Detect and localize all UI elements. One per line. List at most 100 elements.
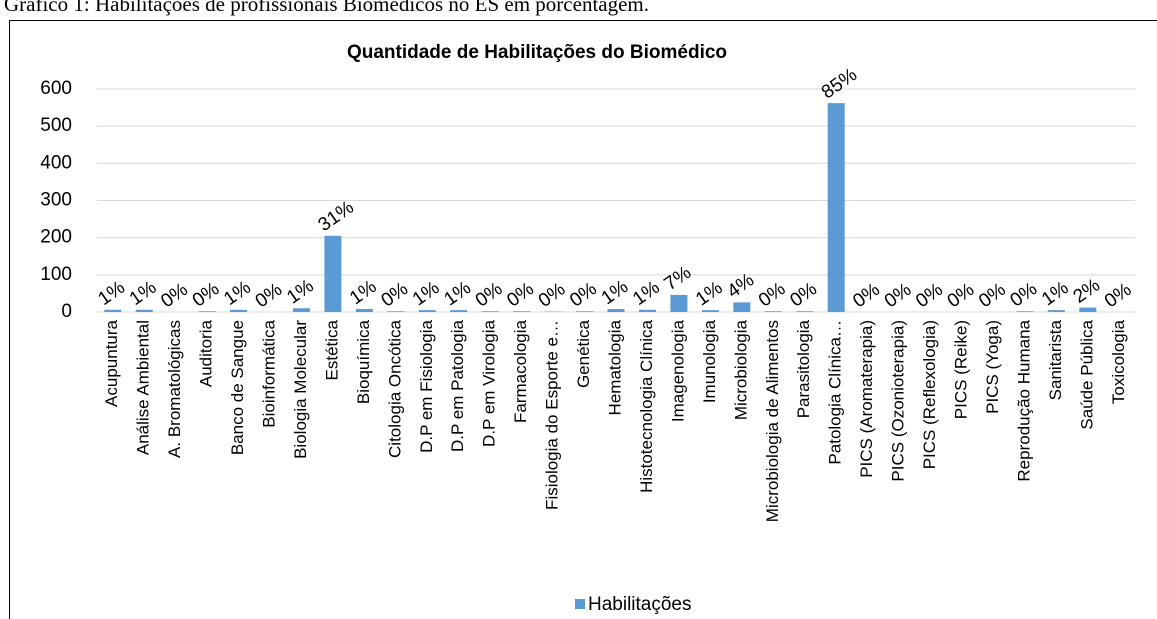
x-tick-label: Patologia Clínica…: [826, 320, 845, 465]
x-tick-label: Microbiologia: [731, 319, 750, 420]
x-tick-label: PICS (Aromaterapia): [857, 320, 876, 478]
x-tick-label: Bioinformática: [259, 319, 278, 427]
bar: [827, 103, 845, 312]
data-label: 0%: [157, 279, 192, 312]
x-tick-label: A. Bromatológicas: [165, 320, 184, 458]
data-label: 0%: [755, 278, 790, 311]
bar: [355, 309, 373, 312]
data-label: 1%: [440, 277, 475, 310]
x-tick-label: D.P em Patologia: [448, 319, 467, 452]
bar: [796, 311, 814, 312]
y-tick-label: 200: [40, 227, 72, 248]
x-tick-label: Histotecnologia Clínica: [637, 319, 656, 492]
x-tick-label: PICS (Reike): [951, 320, 970, 419]
bar: [513, 311, 531, 312]
bar: [450, 310, 468, 312]
x-tick-label: Estética: [322, 319, 341, 380]
data-label: 1%: [598, 276, 633, 309]
bar: [292, 308, 310, 312]
y-tick-label: 0: [61, 301, 72, 322]
legend-swatch: [575, 599, 585, 609]
bar: [324, 235, 342, 312]
data-label: 1%: [409, 277, 444, 310]
legend-label: Habilitações: [588, 594, 692, 615]
bar: [387, 311, 405, 312]
data-label: 0%: [472, 278, 507, 311]
data-label: 0%: [535, 279, 570, 312]
x-tick-label: PICS (Ozonioterapia): [889, 320, 908, 482]
data-label: 7%: [661, 262, 696, 295]
y-tick-label: 100: [40, 264, 72, 285]
data-label: 0%: [944, 279, 979, 312]
x-tick-label: Hematologia: [605, 319, 624, 415]
x-tick-label: PICS (Reflexologia): [920, 320, 939, 469]
bar: [198, 311, 216, 312]
bar: [104, 309, 122, 312]
data-label: 0%: [881, 279, 916, 312]
x-tick-label: Biologia Molecular: [291, 320, 310, 459]
data-label: 0%: [975, 279, 1010, 312]
caption: Gráfico 1: Habilitações de profissionais…: [4, 0, 649, 16]
chart-title: Quantidade de Habilitações do Biomédico: [347, 42, 727, 63]
bar: [607, 309, 625, 312]
data-label: 1%: [1038, 277, 1073, 310]
x-tick-label: Saúde Pública: [1077, 319, 1096, 429]
bar: [638, 309, 656, 312]
bar: [481, 311, 499, 312]
bar: [1079, 307, 1097, 312]
x-tick-label: Citologia Oncótica: [385, 319, 404, 458]
bar: [733, 302, 751, 312]
data-label: 85%: [818, 64, 861, 103]
y-tick-label: 600: [40, 78, 72, 99]
bar: [230, 309, 248, 312]
bar: [670, 294, 688, 312]
bar: [418, 310, 436, 312]
bar: [135, 309, 153, 312]
data-label: 0%: [912, 279, 947, 312]
x-tick-label: D.P em Virologia: [480, 319, 499, 446]
x-tick-label: Bioquímica: [354, 319, 373, 404]
x-tick-label: Microbiologia de Alimentos: [763, 320, 782, 522]
x-tick-label: Imagenologia: [668, 319, 687, 422]
x-tick-label: D.P em Fisiologia: [417, 319, 436, 452]
data-label: 0%: [1101, 279, 1136, 312]
data-label: 0%: [1007, 278, 1042, 311]
y-tick-label: 500: [40, 115, 72, 136]
x-tick-label: Fisiologia do Esporte e…: [543, 320, 562, 510]
data-label: 1%: [346, 276, 381, 309]
x-tick-label: Imunologia: [700, 319, 719, 403]
x-tick-label: Toxicologia: [1109, 319, 1128, 404]
bar: [764, 311, 782, 312]
x-tick-label: Auditoria: [197, 319, 216, 387]
x-tick-label: Genética: [574, 319, 593, 388]
data-label: 1%: [220, 277, 255, 310]
data-label: 1%: [629, 277, 664, 310]
bar: [1016, 311, 1034, 312]
data-label: 0%: [189, 278, 224, 311]
data-label: 0%: [566, 278, 601, 311]
data-label: 0%: [378, 278, 413, 311]
bar: [701, 310, 719, 312]
data-label: 1%: [283, 275, 318, 308]
data-label: 0%: [503, 278, 538, 311]
x-tick-label: Banco de Sangue: [228, 320, 247, 455]
bar: [1047, 310, 1065, 312]
data-label: 1%: [126, 277, 161, 310]
data-label: 0%: [252, 279, 287, 312]
data-label: 2%: [1070, 275, 1105, 308]
data-label: 1%: [692, 277, 727, 310]
bar: [576, 311, 594, 312]
data-label: 1%: [94, 277, 129, 310]
x-tick-label: Reprodução Humana: [1014, 319, 1033, 481]
x-tick-label: Farmacologia: [511, 319, 530, 423]
x-tick-label: PICS (Yoga): [983, 320, 1002, 414]
y-tick-label: 300: [40, 190, 72, 211]
data-label: 0%: [786, 278, 821, 311]
data-label: 0%: [849, 279, 884, 312]
x-tick-label: Parasitologia: [794, 319, 813, 418]
chart-frame: [9, 20, 1157, 619]
data-label: 31%: [315, 197, 358, 236]
y-tick-label: 400: [40, 152, 72, 173]
x-tick-label: Sanitarista: [1046, 319, 1065, 400]
